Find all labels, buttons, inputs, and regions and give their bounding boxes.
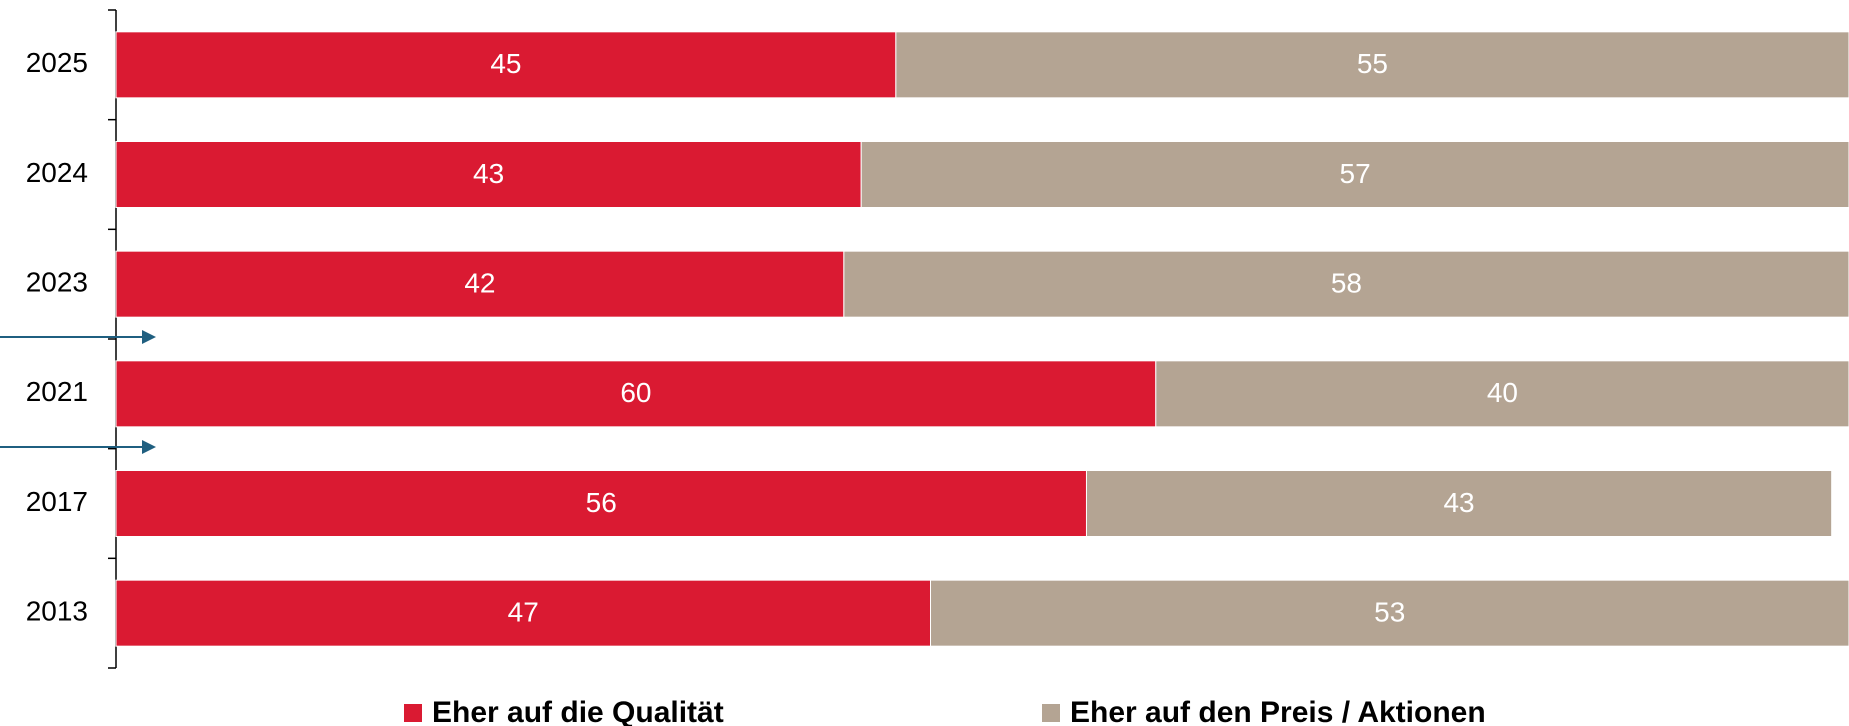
bar-segment [115, 31, 897, 99]
bar-segment [115, 141, 862, 208]
legend-swatch [1042, 704, 1060, 722]
data-label: 40 [1487, 377, 1518, 408]
bar-segment [895, 31, 1849, 99]
y-tick-label: 2013 [26, 596, 88, 627]
break-arrows [0, 330, 156, 454]
bar-segment [1155, 360, 1849, 428]
data-label: 56 [586, 487, 617, 518]
data-label: 47 [508, 597, 539, 628]
bar-segment [1085, 470, 1833, 537]
y-tick-label: 2024 [26, 157, 88, 188]
data-label: 58 [1331, 268, 1362, 299]
data-label: 55 [1357, 48, 1388, 79]
break-arrow-head [142, 330, 156, 344]
break-arrow-head [142, 440, 156, 454]
data-label: 43 [1443, 487, 1474, 518]
data-label: 57 [1340, 158, 1371, 189]
data-label: 42 [464, 268, 495, 299]
bar-segment [860, 141, 1849, 208]
data-label: 53 [1374, 597, 1405, 628]
y-tick-label: 2017 [26, 486, 88, 517]
legend-label: Eher auf den Preis / Aktionen [1070, 696, 1486, 726]
bar-segment [115, 470, 1087, 537]
legend-label: Eher auf die Qualität [432, 696, 724, 726]
data-label: 43 [473, 158, 504, 189]
y-tick-label: 2025 [26, 47, 88, 78]
y-tick-label: 2023 [26, 267, 88, 298]
bar-segment [115, 360, 1157, 428]
bar-segment [843, 250, 1849, 318]
data-label: 60 [620, 377, 651, 408]
bar-segment [115, 579, 932, 647]
bar-segment [115, 250, 845, 318]
legend-swatch [404, 704, 422, 722]
data-label: 45 [490, 48, 521, 79]
bar-segment [930, 579, 1849, 647]
y-tick-label: 2021 [26, 376, 88, 407]
